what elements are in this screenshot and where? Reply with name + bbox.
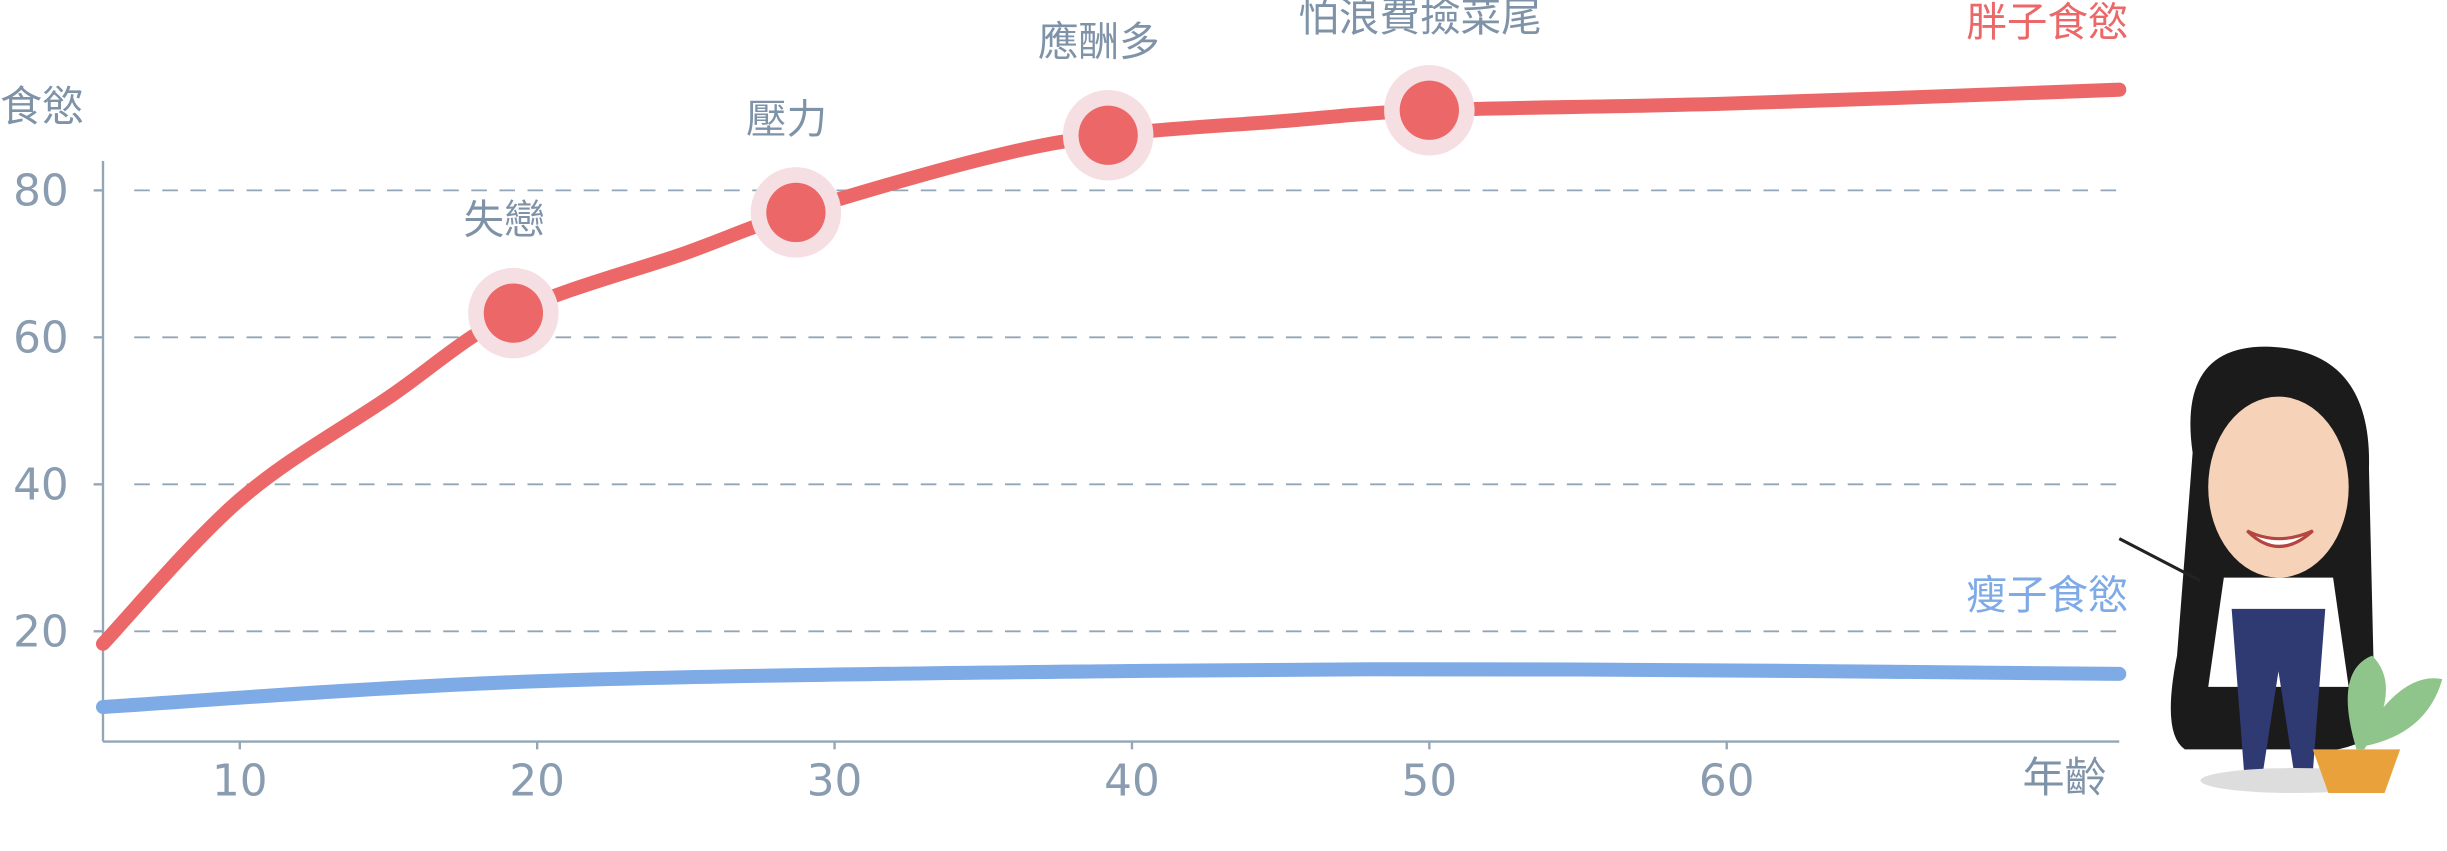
y-tick-label: 20 — [13, 606, 69, 657]
doctor-illustration — [2118, 346, 2443, 794]
y-tick-label: 80 — [13, 165, 69, 216]
x-tick-label: 50 — [1402, 756, 1458, 807]
series-line — [95, 82, 2127, 651]
event-marker — [1078, 105, 1138, 165]
event-label: 應酬多 — [1038, 18, 1160, 66]
x-tick-label: 40 — [1104, 756, 1160, 807]
x-tick-label: 10 — [212, 756, 268, 807]
x-axis-label: 年齡 — [2023, 753, 2107, 802]
event-label: 壓力 — [746, 95, 827, 143]
series-line — [95, 662, 2127, 715]
y-tick-label: 60 — [13, 312, 69, 363]
x-tick-label: 60 — [1699, 756, 1755, 807]
event-marker — [483, 283, 544, 343]
legend-label: 瘦子食慾 — [1966, 571, 2128, 619]
event-marker — [1399, 80, 1459, 140]
legend-label: 胖子食慾 — [1966, 0, 2128, 46]
x-tick-label: 20 — [509, 756, 565, 807]
x-tick-label: 30 — [807, 756, 863, 807]
y-axis-label: 食慾 — [0, 82, 84, 131]
event-marker — [766, 182, 826, 243]
y-tick-label: 40 — [13, 459, 69, 510]
event-label: 怕浪費撿菜尾 — [1298, 0, 1541, 41]
event-label: 失戀 — [463, 196, 544, 244]
